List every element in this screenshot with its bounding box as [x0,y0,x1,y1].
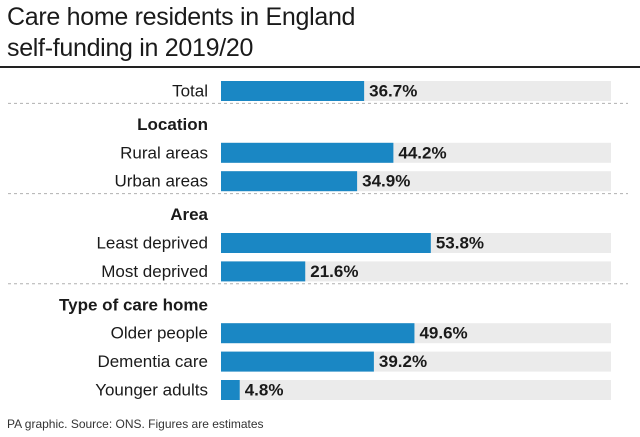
chart-title-line-2: self-funding in 2019/20 [7,34,254,62]
group-heading: Type of care home [59,295,208,314]
bar [221,380,240,400]
title-rule [0,66,640,68]
data-label: 44.2% [398,143,446,162]
bar [221,142,394,163]
category-label: Rural areas [120,143,208,162]
chart-title-line-1: Care home residents in England [7,3,356,31]
bar [221,81,365,101]
chart-title: Care home residents in England self-fund… [7,2,355,64]
group-heading: Area [170,205,208,224]
data-label: 34.9% [362,172,410,191]
category-label: Most deprived [101,262,208,281]
bar [221,323,415,344]
bar-track [221,380,611,400]
data-label: 36.7% [369,82,417,101]
data-label: 49.6% [419,324,467,343]
category-label: Least deprived [96,234,208,253]
data-label: 53.8% [436,234,484,253]
data-label: 21.6% [310,262,358,281]
bar-track [221,261,611,282]
source-note: PA graphic. Source: ONS. Figures are est… [7,417,264,431]
category-label: Total [172,82,208,101]
bar [221,171,358,192]
data-label: 4.8% [245,381,284,400]
group-heading: Location [137,115,208,134]
category-label: Urban areas [114,172,208,191]
category-label: Dementia care [97,352,208,371]
bar [221,261,306,282]
category-label: Younger adults [95,381,208,400]
data-label: 39.2% [379,352,427,371]
bar [221,351,374,372]
bar [221,233,431,253]
category-label: Older people [111,324,208,343]
